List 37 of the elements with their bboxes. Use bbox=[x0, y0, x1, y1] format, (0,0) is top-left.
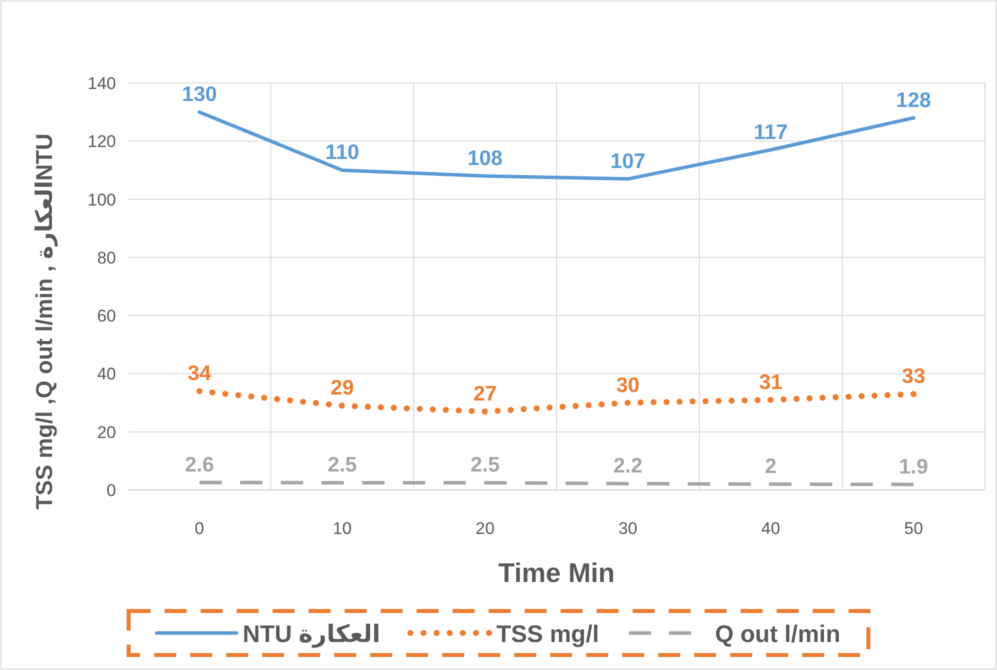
y-tick-label: 120 bbox=[88, 132, 116, 152]
data-label: 30 bbox=[616, 374, 640, 397]
x-tick-label: 20 bbox=[476, 519, 495, 538]
x-tick-label: 10 bbox=[332, 519, 352, 538]
y-tick-label: 60 bbox=[97, 306, 116, 326]
data-label: 33 bbox=[902, 365, 926, 388]
data-label: 31 bbox=[759, 370, 783, 394]
y-tick-label: 40 bbox=[97, 364, 116, 384]
data-label: 34 bbox=[188, 362, 212, 386]
data-label: 1.9 bbox=[898, 455, 928, 478]
x-tick-label: 30 bbox=[618, 519, 638, 538]
data-label: 2.2 bbox=[613, 454, 643, 478]
data-label: 107 bbox=[610, 150, 646, 173]
legend-label: TSS mg/l bbox=[496, 621, 600, 648]
data-label: 128 bbox=[896, 88, 932, 112]
legend-label: NTU العكارة bbox=[242, 621, 380, 648]
data-label: 29 bbox=[330, 376, 354, 400]
data-label: 108 bbox=[468, 147, 503, 170]
legend-label: Q out l/min bbox=[715, 621, 840, 648]
x-axis-title: Time Min bbox=[498, 558, 615, 588]
data-label: 110 bbox=[325, 141, 360, 164]
data-label: 2.6 bbox=[184, 453, 214, 476]
y-tick-label: 0 bbox=[106, 481, 116, 500]
data-label: 2 bbox=[764, 455, 777, 478]
y-tick-label: 100 bbox=[88, 190, 116, 210]
data-label: 117 bbox=[754, 120, 788, 144]
x-tick-label: 50 bbox=[904, 519, 924, 538]
data-label: 2.5 bbox=[328, 454, 358, 477]
y-tick-label: 80 bbox=[97, 248, 116, 268]
y-tick-label: 140 bbox=[88, 74, 116, 93]
data-label: 2.5 bbox=[470, 454, 500, 477]
data-label: 27 bbox=[473, 382, 497, 406]
data-label: 130 bbox=[182, 83, 217, 106]
x-tick-label: 40 bbox=[761, 519, 780, 538]
x-tick-label: 0 bbox=[194, 519, 204, 538]
y-axis-title: TSS mg/l ,Q out l/min , العكارةNTU bbox=[31, 133, 58, 510]
y-tick-label: 20 bbox=[97, 422, 116, 442]
